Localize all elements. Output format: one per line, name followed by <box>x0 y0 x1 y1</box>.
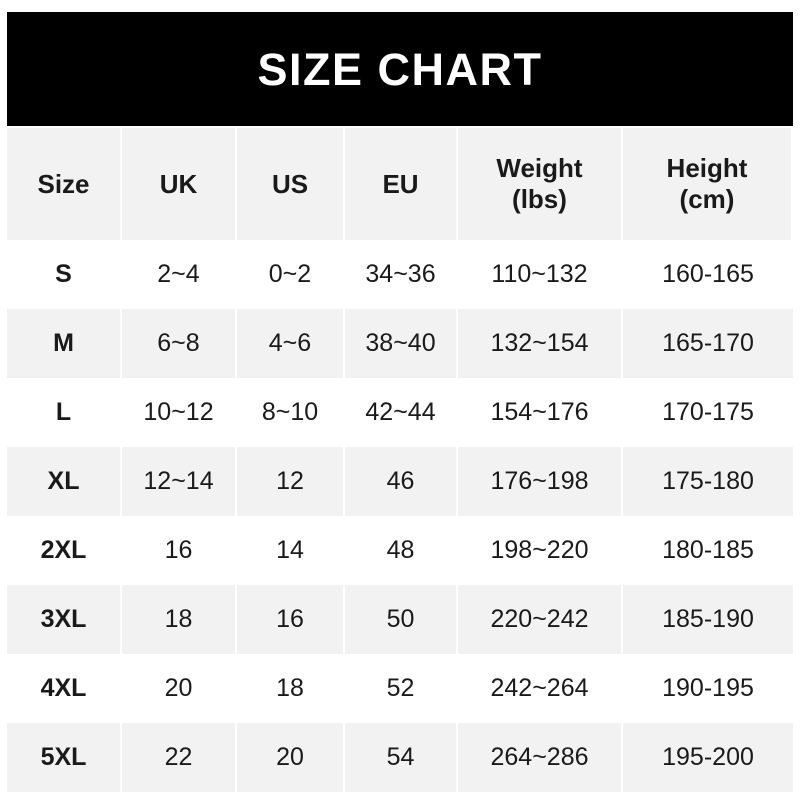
title-banner: SIZE CHART <box>7 12 793 126</box>
table-cell: 14 <box>237 516 345 585</box>
table-cell: 18 <box>237 654 345 723</box>
table-cell: 185-190 <box>662 604 754 633</box>
table-cell: 170-175 <box>662 397 754 426</box>
column-header-size: Size <box>7 128 122 240</box>
table-cell: 110~132 <box>458 240 623 309</box>
table-cell: 154~176 <box>458 378 623 447</box>
table-cell: 0~2 <box>237 240 345 309</box>
table-cell: 20 <box>237 723 345 792</box>
table-cell: 264~286 <box>458 723 623 792</box>
table-cell: 220~242 <box>458 585 623 654</box>
table-cell: 42~44 <box>345 378 458 447</box>
table-cell: 195-200 <box>662 742 754 771</box>
size-label-cell: XL <box>7 447 122 516</box>
table-row: 5XL 22 20 54 264~286 195-200 <box>7 723 793 792</box>
table-row: 2XL 16 14 48 198~220 180-185 <box>7 516 793 585</box>
column-header-us: US <box>237 128 345 240</box>
table-cell: 190-195 <box>662 673 754 702</box>
table-cell: 46 <box>345 447 458 516</box>
column-header-weight: Weight (lbs) <box>458 128 623 240</box>
table-cell: 2~4 <box>122 240 237 309</box>
table-cell: 175-180 <box>662 466 754 495</box>
table-row: XL 12~14 12 46 176~198 175-180 <box>7 447 793 516</box>
table-cell: 12~14 <box>122 447 237 516</box>
table-cell: 160-165 <box>662 259 754 288</box>
table-cell: 242~264 <box>458 654 623 723</box>
size-label-cell: L <box>7 378 122 447</box>
size-label-cell: M <box>7 309 122 378</box>
table-row: S 2~4 0~2 34~36 110~132 160-165 <box>7 240 793 309</box>
size-label-cell: S <box>7 240 122 309</box>
table-cell: 34~36 <box>345 240 458 309</box>
size-label-cell: 4XL <box>7 654 122 723</box>
table-row: L 10~12 8~10 42~44 154~176 170-175 <box>7 378 793 447</box>
table-cell: 16 <box>122 516 237 585</box>
table-cell: 165-170 <box>662 328 754 357</box>
table-cell: 54 <box>345 723 458 792</box>
page-title: SIZE CHART <box>257 43 543 95</box>
table-cell: 10~12 <box>122 378 237 447</box>
table-cell: 4~6 <box>237 309 345 378</box>
size-label-cell: 3XL <box>7 585 122 654</box>
table-cell: 22 <box>122 723 237 792</box>
table-cell: 52 <box>345 654 458 723</box>
table-cell: 132~154 <box>458 309 623 378</box>
table-cell: 20 <box>122 654 237 723</box>
size-label-cell: 2XL <box>7 516 122 585</box>
column-header-height: Height (cm) <box>623 128 793 240</box>
table-row: 3XL 18 16 50 220~242 185-190 <box>7 585 793 654</box>
table-cell: 198~220 <box>458 516 623 585</box>
table-cell: 50 <box>345 585 458 654</box>
table-cell: 180-185 <box>662 535 754 564</box>
size-chart-table: Size UK US EU Weight (lbs) Height (cm) S 2~4 0~… <box>7 128 793 792</box>
table-cell: 18 <box>122 585 237 654</box>
table-cell: 176~198 <box>458 447 623 516</box>
table-cell: 6~8 <box>122 309 237 378</box>
table-cell: 8~10 <box>237 378 345 447</box>
column-header-uk: UK <box>122 128 237 240</box>
table-row: 4XL 20 18 52 242~264 190-195 <box>7 654 793 723</box>
table-cell: 48 <box>345 516 458 585</box>
table-row: M 6~8 4~6 38~40 132~154 165-170 <box>7 309 793 378</box>
table-cell: 16 <box>237 585 345 654</box>
table-cell: 12 <box>237 447 345 516</box>
table-cell: 38~40 <box>345 309 458 378</box>
column-header-eu: EU <box>345 128 458 240</box>
size-label-cell: 5XL <box>7 723 122 792</box>
table-header-row: Size UK US EU Weight (lbs) Height (cm) <box>7 128 793 240</box>
